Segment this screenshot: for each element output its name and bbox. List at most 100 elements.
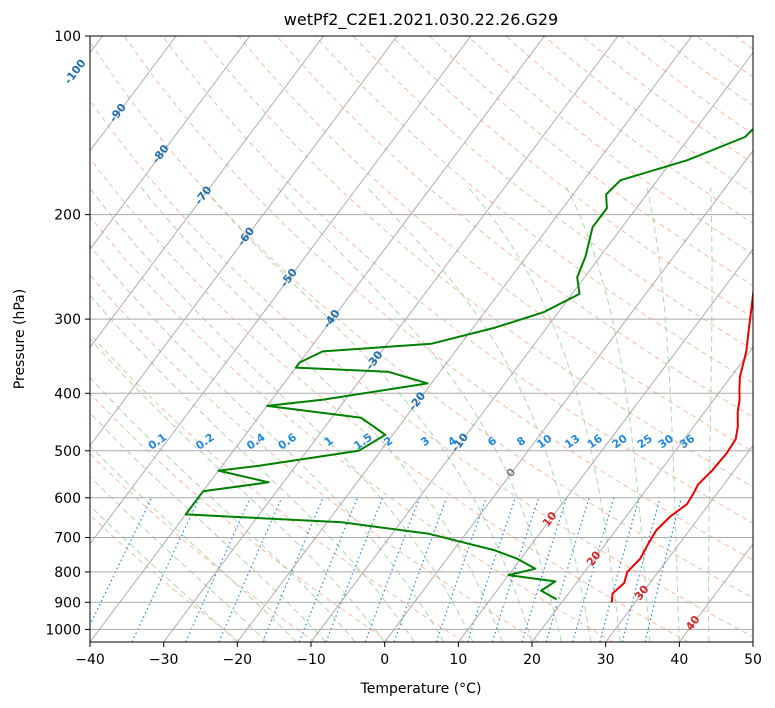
isotherm-label: 0	[504, 465, 519, 479]
isotherm-label: -40	[320, 307, 343, 331]
moist-adiabat	[646, 187, 680, 642]
moist-adiabat	[276, 187, 562, 642]
y-tick-label: 400	[54, 386, 81, 402]
mixing-ratio-line	[185, 497, 251, 642]
temperature-line	[610, 286, 753, 603]
moist-adiabat	[90, 412, 327, 642]
isotherm	[752, 641, 753, 642]
mixing-ratio-label: 25	[635, 432, 655, 451]
isotherm-label: -80	[149, 142, 172, 166]
dry-adiabat	[429, 36, 753, 287]
isotherm	[236, 36, 693, 642]
y-axis-label: Pressure (hPa)	[12, 289, 28, 389]
dry-adiabat	[200, 36, 753, 488]
x-tick-label: 20	[523, 652, 541, 668]
mixing-ratio-line	[218, 497, 283, 642]
data-lines	[184, 127, 753, 603]
moist-adiabat	[708, 187, 713, 642]
x-tick-label: −30	[149, 652, 179, 668]
moist-adiabat	[202, 187, 533, 642]
isotherm-label: 40	[683, 613, 703, 633]
mixing-ratio-line	[90, 497, 153, 627]
x-tick-label: 50	[744, 652, 762, 668]
dry-adiabat	[90, 215, 614, 642]
isotherm	[90, 36, 398, 447]
isotherm	[605, 444, 753, 642]
x-tick-label: 10	[449, 652, 467, 668]
y-tick-label: 1000	[45, 622, 81, 638]
isotherm	[678, 542, 753, 642]
isotherm-label: -90	[107, 101, 130, 125]
isotherm-label: -50	[278, 266, 301, 290]
isotherm-label: -30	[363, 348, 386, 372]
mixing-ratio-line	[131, 497, 200, 642]
mixing-ratio-line	[644, 497, 682, 642]
x-tick-label: 30	[597, 652, 615, 668]
moist-adiabat	[90, 294, 415, 642]
dry-adiabat	[90, 157, 689, 642]
dry-adiabat	[90, 333, 465, 642]
y-tick-label: 500	[54, 444, 81, 460]
mixing-ratio-line	[364, 497, 421, 642]
moist-adiabat	[90, 187, 474, 642]
y-axis: 100 200 300 400 500 600 700 800 900 1000	[45, 29, 90, 638]
moist-adiabat	[90, 445, 297, 642]
moist-adiabat	[140, 187, 503, 642]
mixing-ratio-label: 0.2	[193, 431, 216, 453]
plot-frame	[89, 35, 754, 643]
moist-adiabat	[566, 187, 651, 642]
mixing-ratio-label: 0.6	[276, 430, 300, 452]
dewpoint-line	[184, 127, 753, 601]
isotherm	[163, 36, 619, 642]
y-tick-label: 800	[54, 565, 81, 581]
dry-adiabat	[276, 36, 753, 418]
dry-adiabat	[90, 99, 753, 638]
isotherm-label: 10	[540, 509, 560, 529]
isotherm	[310, 51, 753, 642]
x-axis-label: Temperature (°C)	[360, 681, 482, 697]
mixing-ratio-line	[435, 497, 487, 642]
dry-adiabat	[162, 36, 753, 524]
dry-adiabat	[581, 36, 753, 165]
mixing-ratio-line	[298, 497, 358, 642]
isotherm-label: -60	[235, 224, 258, 248]
mixing-ratio-label: 6	[485, 434, 499, 449]
isotherm	[384, 150, 753, 642]
mixing-ratio-label: 0.4	[244, 431, 268, 453]
moist-adiabat	[366, 187, 592, 642]
moist-adiabat	[468, 187, 621, 642]
moist-adiabat	[90, 475, 268, 642]
y-tick-label: 600	[54, 491, 81, 507]
isotherm	[90, 36, 251, 250]
dry-adiabat	[90, 392, 390, 642]
dry-adiabat	[238, 36, 753, 453]
x-tick-label: −40	[75, 652, 105, 668]
isotherm	[90, 36, 324, 349]
x-tick-label: −20	[223, 652, 253, 668]
y-tick-label: 700	[54, 531, 81, 547]
y-tick-label: 200	[54, 208, 81, 224]
x-tick-label: 0	[380, 652, 389, 668]
isotherm	[457, 248, 753, 642]
mixing-ratio-label: 0.1	[146, 431, 169, 453]
x-tick-label: 40	[670, 652, 688, 668]
mixing-ratio-label: 36	[677, 432, 697, 452]
dry-adiabat	[90, 452, 315, 642]
isotherm	[90, 36, 545, 642]
mixing-ratio-line	[325, 497, 384, 642]
mixing-ratio-line	[621, 497, 661, 642]
dry-adiabat	[734, 36, 753, 50]
mixing-ratio-label: 8	[514, 434, 528, 449]
mixing-ratio-line	[572, 497, 615, 642]
isotherm-label: 20	[584, 548, 604, 568]
dry-adiabat	[467, 36, 753, 255]
dry-adiabat	[90, 514, 241, 642]
dry-adiabat	[314, 36, 753, 384]
moist-adiabat	[90, 244, 445, 642]
isotherm	[90, 36, 177, 152]
chart-title: wetPf2_C2E1.2021.030.22.26.G29	[284, 10, 558, 30]
isotherm	[90, 36, 472, 545]
y-tick-label: 900	[54, 595, 81, 611]
isotherm-label: -100	[62, 57, 89, 87]
